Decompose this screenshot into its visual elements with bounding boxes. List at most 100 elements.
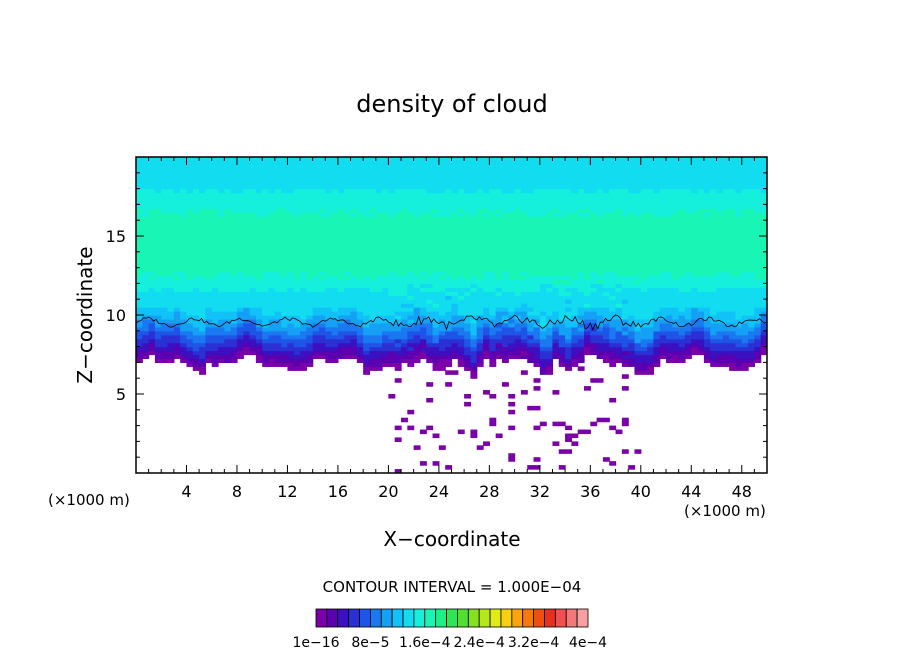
density-cell	[691, 220, 699, 225]
density-cell	[710, 342, 718, 348]
density-cell	[602, 291, 610, 296]
density-cell	[445, 232, 453, 237]
density-cell	[691, 275, 699, 281]
density-cell	[199, 267, 207, 273]
density-cell	[148, 224, 156, 229]
density-cell	[186, 255, 194, 261]
density-cell	[697, 228, 705, 233]
density-cell	[401, 180, 408, 186]
density-cell	[495, 216, 503, 221]
density-cell	[306, 236, 314, 241]
density-cell	[382, 232, 389, 237]
density-cell	[331, 354, 339, 360]
density-cell	[621, 307, 629, 312]
density-cell	[432, 164, 440, 170]
density-cell	[577, 184, 585, 190]
density-cell	[666, 271, 673, 277]
density-cell	[546, 255, 554, 261]
density-cell	[218, 259, 225, 265]
density-cell	[375, 279, 383, 284]
density-cell	[697, 263, 705, 269]
density-cell	[571, 291, 579, 296]
density-cell	[325, 239, 333, 245]
density-cell	[255, 275, 263, 281]
density-cell	[154, 279, 162, 284]
density-cell	[407, 196, 415, 202]
density-cell	[647, 259, 655, 265]
density-cell	[199, 271, 207, 277]
density-cell	[255, 318, 263, 324]
density-cell	[501, 338, 509, 344]
density-cell	[621, 243, 629, 249]
density-cell	[590, 318, 598, 324]
density-cell	[293, 228, 301, 233]
density-cell	[426, 326, 434, 332]
density-cell	[306, 267, 314, 273]
density-cell	[337, 267, 345, 273]
density-cell	[666, 259, 673, 265]
density-cell	[224, 311, 232, 316]
density-cell	[647, 192, 655, 198]
density-cell	[287, 322, 295, 328]
density-cell	[142, 212, 150, 217]
density-cell	[483, 208, 490, 213]
density-cell	[703, 338, 711, 344]
density-cell	[369, 330, 377, 336]
density-cell	[577, 243, 585, 249]
density-cell	[678, 338, 686, 344]
density-cell	[312, 318, 320, 324]
density-cell	[672, 338, 680, 344]
density-cell	[236, 184, 244, 190]
density-cell	[445, 236, 453, 241]
density-cell	[243, 188, 251, 194]
density-cell	[590, 188, 598, 194]
density-cell	[527, 259, 535, 265]
density-cell	[621, 247, 629, 253]
density-cell	[445, 342, 453, 348]
density-cell	[337, 295, 345, 300]
density-cell	[445, 318, 453, 324]
density-cell	[476, 299, 484, 304]
density-cell	[558, 279, 566, 284]
density-cell	[666, 303, 673, 308]
density-cell	[609, 243, 617, 249]
density-cell	[173, 354, 181, 360]
density-cell	[609, 334, 617, 340]
density-cell	[300, 168, 307, 174]
density-cell	[716, 200, 724, 205]
density-cell	[666, 342, 673, 348]
density-cell	[697, 255, 705, 261]
density-cell	[236, 326, 244, 332]
density-cell	[602, 204, 610, 209]
density-cell	[318, 164, 326, 170]
density-cell	[684, 247, 692, 253]
density-cell	[590, 334, 598, 340]
density-cell	[312, 160, 320, 166]
density-cell	[249, 176, 257, 182]
density-cell	[527, 330, 535, 336]
density-cell	[571, 224, 579, 229]
density-cell	[262, 338, 270, 344]
density-cell	[552, 441, 560, 446]
density-cell	[508, 279, 516, 284]
density-cell	[489, 299, 497, 304]
density-cell	[180, 172, 188, 178]
density-cell	[243, 259, 251, 265]
density-cell	[331, 271, 339, 277]
density-cell	[628, 299, 636, 304]
density-cell	[306, 180, 314, 186]
density-cell	[243, 315, 251, 320]
density-cell	[647, 330, 655, 336]
density-cell	[199, 208, 207, 213]
density-cell	[142, 157, 150, 162]
density-cell	[438, 303, 446, 308]
density-cell	[375, 362, 383, 367]
density-cell	[558, 236, 566, 241]
density-cell	[388, 196, 396, 202]
density-cell	[224, 212, 232, 217]
density-cell	[388, 330, 396, 336]
density-cell	[483, 176, 490, 182]
density-cell	[590, 259, 598, 265]
density-cell	[419, 243, 427, 249]
density-cell	[710, 358, 718, 363]
